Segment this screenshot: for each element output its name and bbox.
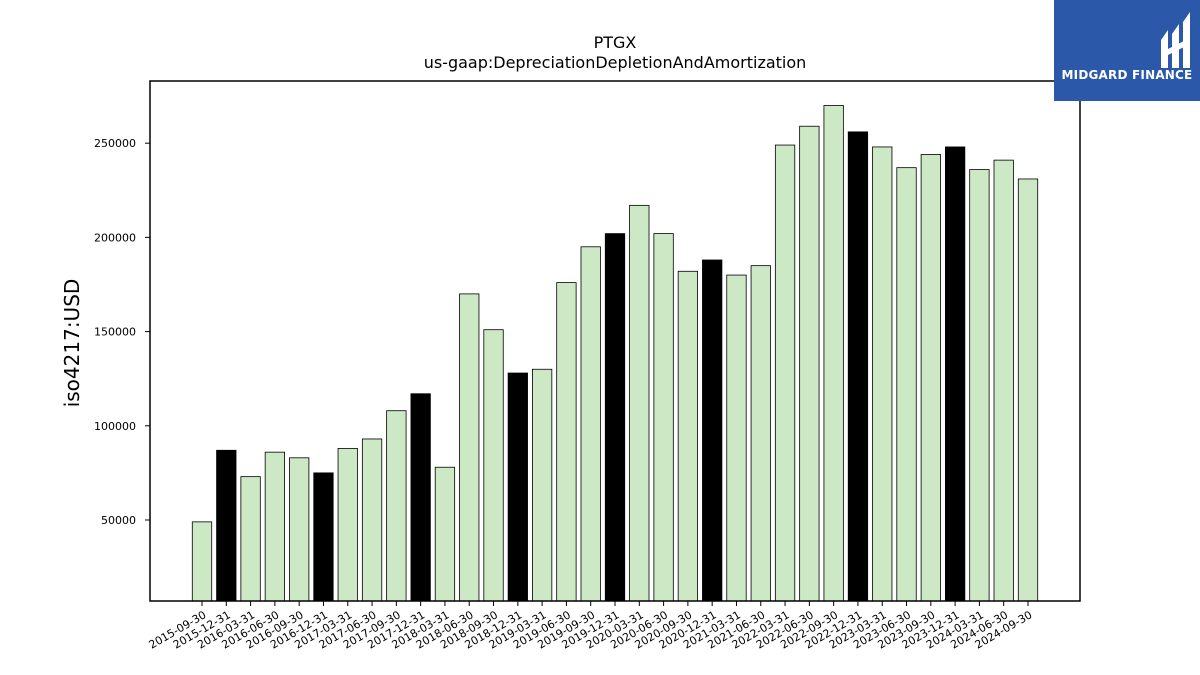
y-tick-label: 150000	[94, 326, 136, 339]
bar-2018-06-30	[459, 293, 480, 602]
bar-2021-03-31	[726, 274, 747, 602]
bar-2019-09-30	[580, 246, 601, 602]
bar-2015-09-30	[191, 521, 213, 602]
bar-2024-09-30	[1017, 178, 1039, 602]
x-axis: 2015-09-302015-12-312016-03-312016-06-30…	[147, 601, 1035, 652]
bar-2023-12-31	[945, 146, 966, 602]
bars-group	[191, 105, 1039, 602]
bar-2018-09-30	[483, 329, 504, 602]
y-axis-label: iso4217:USD	[60, 279, 84, 408]
y-tick-label: 50000	[101, 514, 136, 527]
brand-logo: MIDGARD FINANCE	[1054, 0, 1200, 101]
bar-2020-12-31	[702, 259, 723, 602]
bar-2022-06-30	[799, 125, 820, 602]
bar-2022-03-31	[774, 144, 796, 602]
bar-2016-12-31	[313, 472, 334, 602]
bar-2015-12-31	[216, 449, 237, 602]
bar-2019-06-30	[556, 282, 577, 602]
y-axis: 50000 100000 150000 200000 250000	[94, 137, 150, 527]
bar-2019-12-31	[604, 233, 626, 602]
bar-2020-09-30	[677, 270, 698, 602]
logo-text: MIDGARD FINANCE	[1061, 68, 1193, 82]
bar-2017-06-30	[361, 438, 383, 602]
bar-2022-12-31	[847, 131, 869, 602]
y-tick-label: 250000	[94, 137, 136, 150]
y-tick-label: 200000	[94, 231, 136, 244]
bar-2017-12-31	[410, 393, 431, 602]
bar-2023-09-30	[920, 154, 941, 602]
chart-title: PTGX	[594, 33, 637, 52]
y-tick-label: 100000	[94, 420, 136, 433]
bar-2017-09-30	[386, 410, 407, 602]
bar-2016-06-30	[264, 451, 286, 602]
plot-frame	[149, 80, 1081, 602]
bar-2016-09-30	[289, 457, 310, 602]
bar-2018-12-31	[507, 372, 528, 602]
bar-2016-03-31	[240, 476, 261, 602]
bar-2021-06-30	[750, 265, 771, 602]
bar-2017-03-31	[337, 447, 358, 602]
bar-2020-03-31	[629, 204, 650, 602]
bar-2023-06-30	[896, 167, 917, 602]
bar-2023-03-31	[872, 146, 893, 602]
bar-2024-03-31	[969, 169, 990, 602]
chart-subtitle: us-gaap:DepreciationDepletionAndAmortiza…	[424, 53, 807, 72]
bar-2024-06-30	[993, 159, 1014, 602]
bar-2022-09-30	[823, 105, 844, 602]
bar-2020-06-30	[653, 233, 674, 602]
logo-mark-icon	[1161, 12, 1190, 68]
bar-2019-03-31	[532, 368, 553, 602]
bar-2018-03-31	[434, 466, 456, 602]
